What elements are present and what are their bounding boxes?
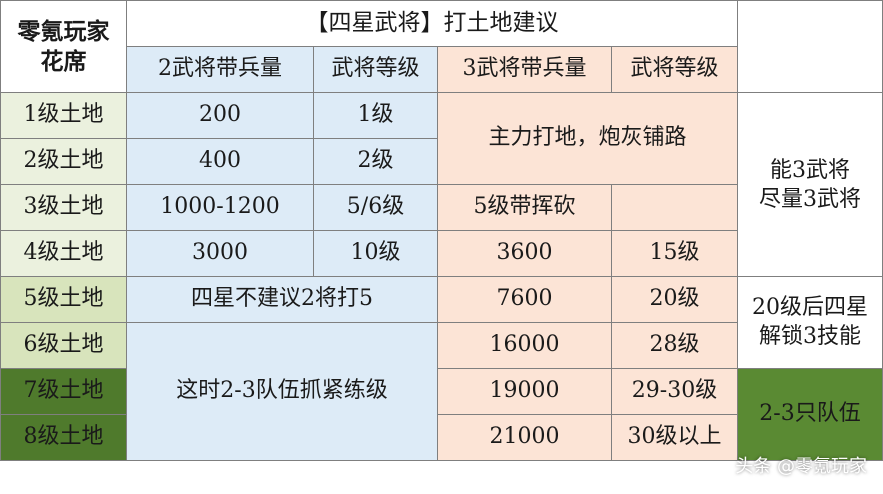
two-level-row-1: 1级	[314, 93, 438, 139]
land-level-2: 2级土地	[0, 139, 127, 185]
main-force-note: 主力打地，炮灰铺路	[438, 93, 738, 185]
header-three-hero-level: 武将等级	[612, 47, 738, 93]
header-three-hero-troops: 3武将带兵量	[438, 47, 612, 93]
three-troops-row-8: 21000	[438, 415, 612, 461]
land-level-7: 7级土地	[0, 369, 127, 415]
three-level-row-5: 20级	[612, 277, 738, 323]
two-level-row-2: 2级	[314, 139, 438, 185]
two-troops-row-3: 1000-1200	[127, 185, 314, 231]
three-troops-row-6: 16000	[438, 323, 612, 369]
land-level-1: 1级土地	[0, 93, 127, 139]
two-troops-row-1: 200	[127, 93, 314, 139]
skill-unlock-note: 20级后四星 解锁3技能	[738, 277, 883, 369]
three-level-row-7: 29-30级	[612, 369, 738, 415]
author-corner-cell: 零氪玩家 花席	[0, 0, 127, 93]
table-title: 【四星武将】打土地建议	[127, 0, 738, 47]
three-level-row-8: 30级以上	[612, 415, 738, 461]
header-two-hero-troops: 2武将带兵量	[127, 47, 314, 93]
teams-count-note: 2-3只队伍	[738, 369, 883, 461]
land-level-6: 6级土地	[0, 323, 127, 369]
three-hero-tip: 能3武将 尽量3武将	[738, 140, 883, 232]
two-level-row-3: 5/6级	[314, 185, 438, 231]
three-level-row-3	[612, 185, 738, 231]
two-level-row-4: 10级	[314, 231, 438, 277]
land-level-5: 5级土地	[0, 277, 127, 323]
three-troops-row-4: 3600	[438, 231, 612, 277]
three-level-row-4: 15级	[612, 231, 738, 277]
level-up-teams-note: 这时2-3队伍抓紧练级	[127, 323, 438, 461]
no-two-hero-for-level-5-note: 四星不建议2将打5	[127, 277, 438, 323]
three-troops-row-7: 19000	[438, 369, 612, 415]
land-level-8: 8级土地	[0, 415, 127, 461]
two-troops-row-2: 400	[127, 139, 314, 185]
land-level-3: 3级土地	[0, 185, 127, 231]
three-level-row-6: 28级	[612, 323, 738, 369]
land-level-4: 4级土地	[0, 231, 127, 277]
header-blank-right	[738, 0, 883, 93]
two-troops-row-4: 3000	[127, 231, 314, 277]
three-troops-row-5: 7600	[438, 277, 612, 323]
three-troops-row-3: 5级带挥砍	[438, 185, 612, 231]
source-watermark: 头条 @零氪玩家	[735, 456, 867, 477]
header-two-hero-level: 武将等级	[314, 47, 438, 93]
